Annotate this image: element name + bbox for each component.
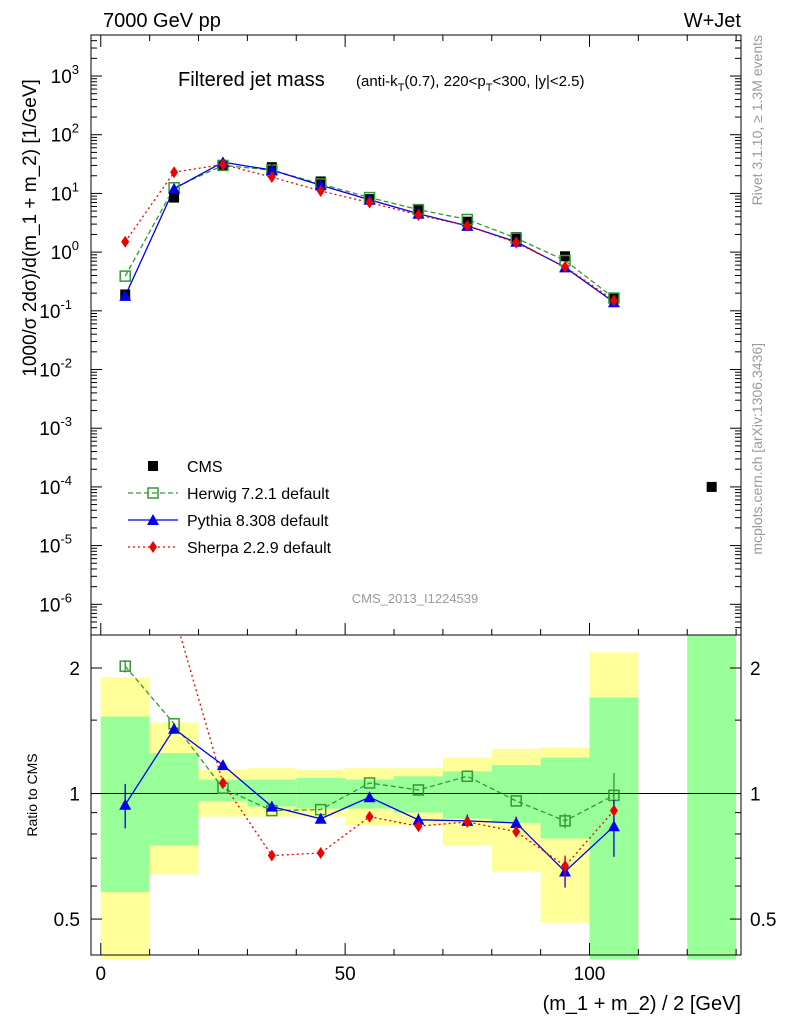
upper-axes: 10-6 10-5 10-4 10-3 10-2 10-1 100 101 102 103 [39, 34, 742, 636]
sherpa-point [365, 196, 374, 209]
herwig-ratio-point [559, 815, 571, 827]
upper-y-axis-label: 1000/σ 2dσ)/d(m_1 + m_2) [1/GeV] [20, 79, 41, 377]
sherpa-ratio-point [365, 810, 374, 823]
pythia-point [265, 164, 278, 176]
herwig-point [119, 270, 131, 282]
sherpa-point [170, 166, 179, 179]
legend-marker-cms [148, 461, 158, 471]
herwig-ratio-point [363, 777, 376, 789]
ratio-band-inner [442, 771, 492, 819]
upper-y-tick-label: 10-6 [39, 590, 72, 616]
ratio-uncertainty-bands [100, 635, 737, 960]
herwig-ratio-point [119, 660, 131, 672]
sherpa-point [218, 158, 227, 171]
sherpa-point [561, 260, 570, 273]
sherpa-ratio-point [609, 804, 618, 817]
legend: CMS Herwig 7.2.1 default Pythia 8.308 defa… [128, 459, 332, 557]
sherpa-ratio-point [512, 825, 521, 838]
cms-point [560, 251, 571, 262]
sherpa-point [414, 208, 423, 221]
upper-y-tick-label: 102 [51, 121, 79, 147]
plot-title-main: Filtered jet mass [178, 69, 325, 91]
x-axis-label: (m_1 + m_2) / 2 [GeV] [543, 993, 741, 1015]
sherpa-ratio-point [267, 849, 276, 862]
pythia-ratio-point [607, 820, 620, 832]
cms-point [169, 192, 180, 203]
x-tick-label: 100 [574, 964, 606, 985]
ratio-y-tick-label-right: 0.5 [750, 910, 776, 931]
cms-point [706, 481, 717, 492]
upper-panel [91, 35, 741, 635]
ratio-y-tick-label: 1 [69, 785, 80, 806]
pythia-ratio-point [363, 791, 376, 803]
herwig-ratio-line [124, 665, 615, 822]
upper-y-tick-label: 10-4 [39, 473, 72, 499]
herwig-ratio-point [412, 784, 425, 796]
ratio-y-axis-label: Ratio to CMS [24, 753, 40, 836]
upper-y-tick-label: 100 [51, 238, 79, 264]
legend-marker-pythia [147, 514, 159, 525]
pythia-ratio-point [119, 798, 132, 810]
ratio-series-clipped [119, 635, 620, 888]
analysis-label: CMS_2013_I1224539 [352, 591, 479, 606]
sherpa-point [267, 171, 276, 184]
ratio-y-tick-label-right: 1 [750, 785, 761, 806]
pythia-ratio-point [412, 813, 425, 825]
sherpa-ratio-point [414, 820, 423, 833]
upper-y-tick-label: 101 [51, 179, 79, 205]
ratio-y-tick-label: 2 [69, 659, 80, 680]
rivet-label: Rivet 3.1.10, ≥ 1.3M events [749, 35, 765, 205]
ratio-y-tick-label-right: 2 [750, 659, 761, 680]
sherpa-point [463, 219, 472, 232]
legend-marker-sherpa [149, 541, 157, 553]
ratio-series [119, 635, 620, 888]
herwig-ratio-point [461, 770, 474, 783]
upper-y-tick-label: 10-5 [39, 532, 72, 558]
ratio-band-inner [687, 635, 737, 960]
pythia-ratio-point [314, 812, 327, 824]
energy-label: 7000 GeV pp [103, 10, 221, 32]
legend-label-cms: CMS [187, 459, 223, 476]
ratio-band-inner [149, 753, 199, 846]
pythia-ratio-point [168, 722, 181, 734]
plot-title-sub: (anti-kT(0.7), 220<pT<300, |y|<2.5) [356, 73, 585, 94]
mcplots-label: mcplots.cern.ch [arXiv:1306.3436] [749, 343, 765, 555]
sherpa-point [609, 294, 618, 307]
process-label: W+Jet [684, 10, 742, 32]
upper-y-tick-label: 10-3 [39, 414, 72, 440]
ratio-axes: 0.5 0.5 1 1 2 2 0 50 100 [54, 634, 776, 985]
pythia-point [119, 289, 132, 301]
upper-y-tick-label: 10-2 [39, 356, 72, 382]
pythia-point [314, 179, 327, 191]
legend-label-pythia: Pythia 8.308 default [187, 513, 329, 530]
sherpa-ratio-point [218, 776, 227, 789]
sherpa-point [121, 235, 130, 248]
sherpa-ratio-point [561, 860, 570, 873]
pythia-point [168, 182, 181, 194]
upper-y-tick-label: 103 [51, 62, 79, 88]
x-tick-label: 50 [335, 964, 356, 985]
sherpa-ratio-point [463, 815, 472, 828]
upper-series [119, 156, 717, 492]
sherpa-point [316, 184, 325, 197]
upper-y-tick-label: 10-1 [39, 297, 72, 323]
ratio-band-inner [198, 779, 248, 801]
ratio-frame [90, 634, 742, 956]
sherpa-ratio-point [316, 847, 325, 860]
ratio-y-tick-label: 0.5 [54, 910, 80, 931]
sherpa-point [512, 236, 521, 249]
x-tick-label: 0 [95, 964, 106, 985]
legend-marker-herwig [147, 487, 159, 499]
legend-label-herwig: Herwig 7.2.1 default [187, 486, 330, 503]
herwig-ratio-point [510, 795, 522, 807]
pythia-ratio-point [265, 800, 278, 812]
pythia-ratio-point [216, 759, 229, 771]
legend-label-sherpa: Sherpa 2.2.9 default [187, 540, 332, 557]
pythia-ratio-point [510, 816, 523, 828]
